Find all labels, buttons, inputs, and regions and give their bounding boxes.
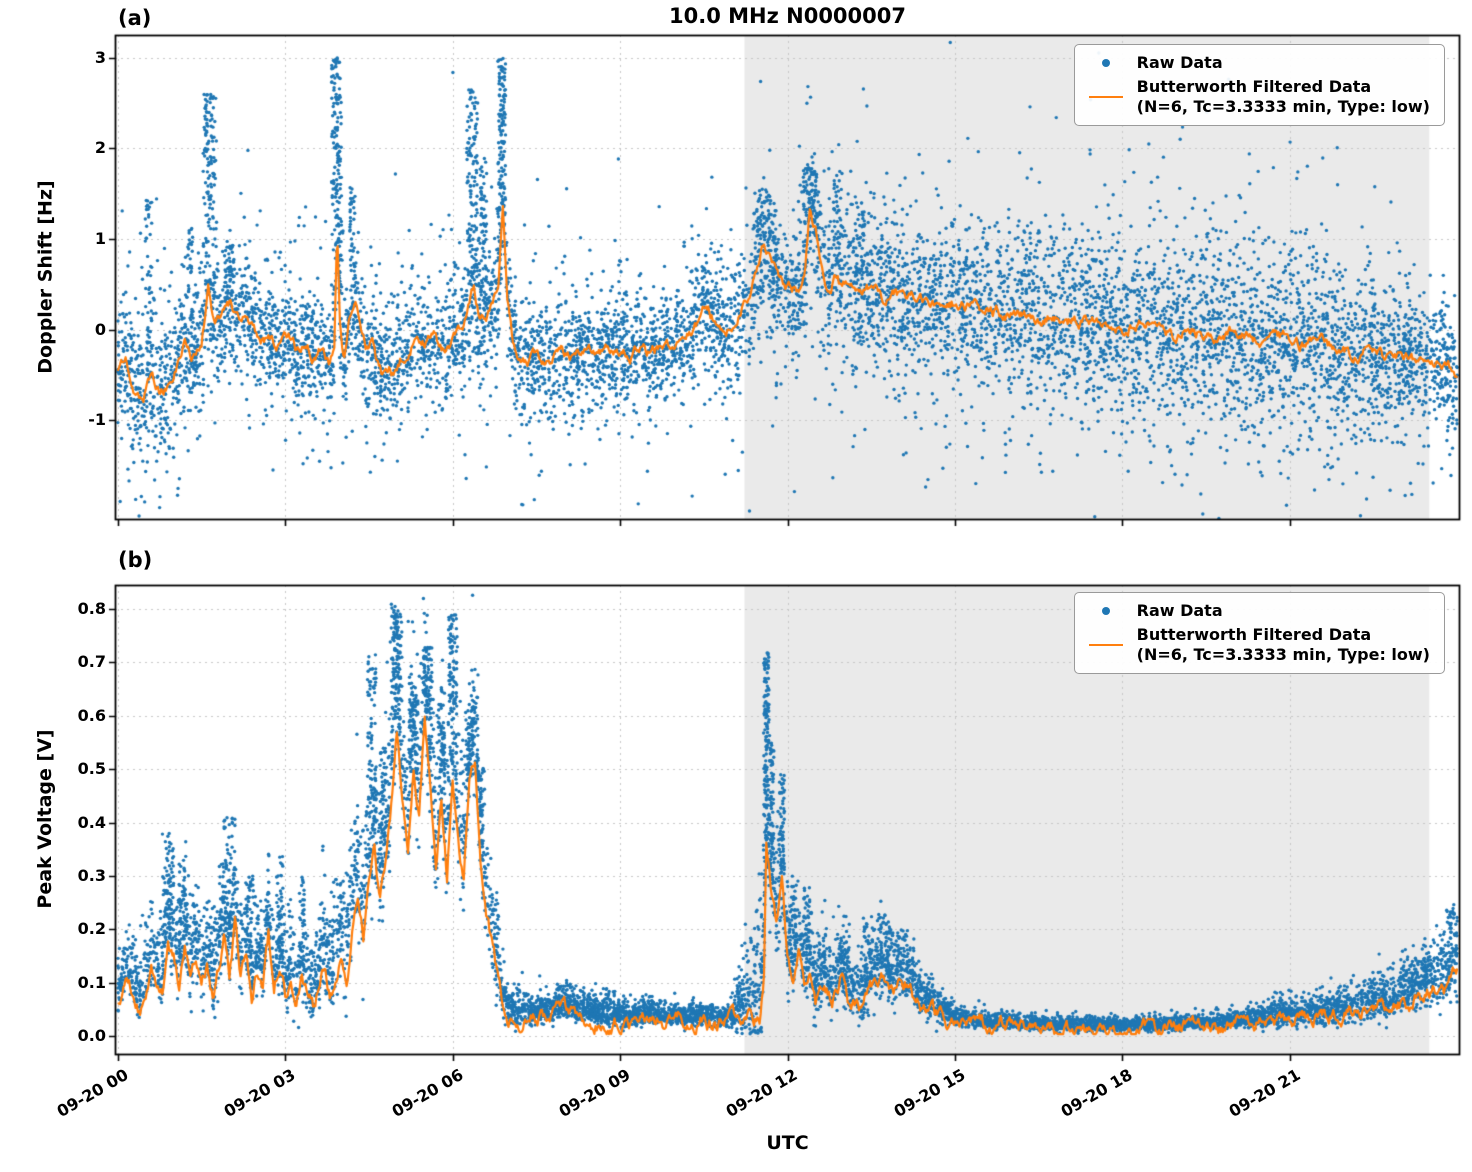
legend-filtered-label-line1: Butterworth Filtered Data — [1136, 77, 1372, 96]
raw-data-dot-icon — [1101, 59, 1110, 67]
filtered-line-icon — [1088, 96, 1123, 98]
panel-a-label: (a) — [118, 6, 152, 30]
filtered-line-icon — [1088, 644, 1123, 646]
y-tick-label-panel-a: 1 — [94, 228, 106, 248]
x-axis-label: UTC — [766, 1132, 809, 1154]
y-tick-label-panel-b: 0.8 — [77, 599, 106, 619]
legend-item-filtered-data: Butterworth Filtered Data (N=6, Tc=3.333… — [1085, 625, 1430, 665]
legend-filtered-label-line2: (N=6, Tc=3.3333 min, Type: low) — [1136, 97, 1430, 116]
legend-raw-label: Raw Data — [1136, 601, 1223, 620]
legend-filtered-label: Butterworth Filtered Data (N=6, Tc=3.333… — [1137, 77, 1430, 117]
raw-data-marker-col — [1085, 607, 1127, 615]
legend-filtered-label: Butterworth Filtered Data (N=6, Tc=3.333… — [1137, 625, 1430, 665]
chart-title: 10.0 MHz N0000007 — [669, 4, 906, 28]
filtered-data-marker-col — [1085, 644, 1127, 646]
y-tick-label-panel-a: 0 — [94, 319, 106, 339]
y-tick-label-panel-b: 0.1 — [77, 972, 106, 992]
legend-panel-b: Raw Data Butterworth Filtered Data (N=6,… — [1073, 592, 1445, 674]
raw-data-dot-icon — [1101, 607, 1110, 615]
legend-item-raw-data: Raw Data — [1085, 53, 1430, 73]
y-tick-label-panel-b: 0.7 — [77, 652, 106, 672]
legend-item-raw-data: Raw Data — [1085, 601, 1430, 621]
y-tick-label-panel-b: 0.2 — [77, 919, 106, 939]
filtered-data-marker-col — [1085, 96, 1127, 98]
legend-panel-a: Raw Data Butterworth Filtered Data (N=6,… — [1073, 44, 1445, 126]
legend-raw-label: Raw Data — [1136, 53, 1223, 72]
y-tick-label-panel-b: 0.4 — [77, 812, 106, 832]
raw-data-marker-col — [1085, 59, 1127, 67]
y-axis-label-a: Doppler Shift [Hz] — [34, 180, 57, 374]
y-tick-label-panel-b: 0.3 — [77, 866, 106, 886]
legend-filtered-label-line1: Butterworth Filtered Data — [1136, 625, 1372, 644]
y-tick-label-panel-b: 0.0 — [77, 1026, 106, 1046]
legend-filtered-label-line2: (N=6, Tc=3.3333 min, Type: low) — [1136, 645, 1430, 664]
y-tick-label-panel-a: -1 — [88, 410, 106, 430]
y-tick-label-panel-b: 0.6 — [77, 705, 106, 725]
legend-item-filtered-data: Butterworth Filtered Data (N=6, Tc=3.333… — [1085, 77, 1430, 117]
y-tick-label-panel-b: 0.5 — [77, 759, 106, 779]
y-tick-label-panel-a: 2 — [94, 138, 106, 158]
y-tick-label-panel-a: 3 — [94, 47, 106, 67]
panel-b-label: (b) — [118, 548, 153, 572]
